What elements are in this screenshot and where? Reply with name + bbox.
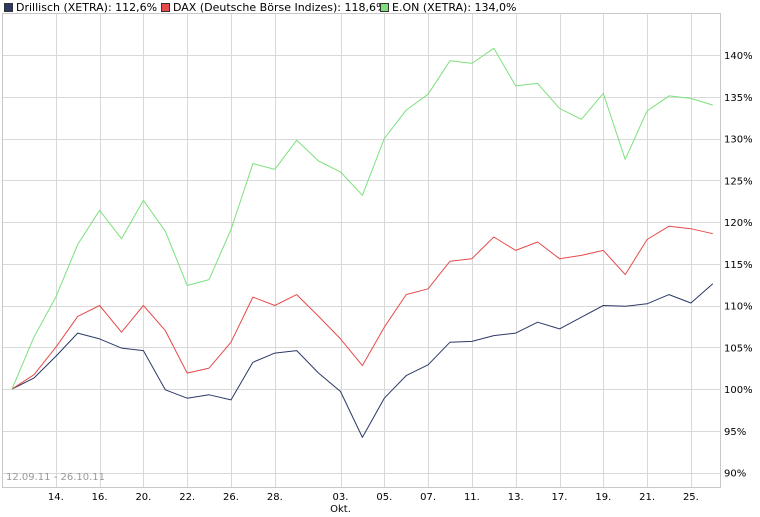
x-tick-label-7: 05. [376,492,392,503]
y-tick-label-8: 130% [724,135,753,146]
x-tick-label-10: 13. [508,492,524,503]
y-axis-tick-labels: 90% 95% 100% 105% 110% 115% 120% 125% 130% 135% 14… [724,51,753,480]
legend-label-1: DAX (Deutsche Börse Indizes): 118,6% [173,1,386,14]
x-tick-label-3: 22. [179,492,195,503]
grid-lines [3,14,720,487]
legend: Drillisch (XETRA): 112,6% DAX (Deutsche B… [4,1,517,14]
legend-label-0: Drillisch (XETRA): 112,6% [16,1,157,14]
y-tick-label-1: 95% [724,427,746,438]
legend-swatch-0 [4,3,13,12]
x-tick-label-14: 25. [683,492,699,503]
x-axis-tick-labels: 14. 16. 20. 22. 26. 28. 03.Okt. 05. 07. 11. 13. 17.… [48,492,699,515]
plot-frame [2,13,721,488]
series-lines [11,47,714,438]
x-tick-label-12: 19. [595,492,611,503]
y-tick-label-4: 110% [724,302,753,313]
legend-label-2: E.ON (XETRA): 134,0% [392,1,517,14]
series-line-1 [11,225,713,390]
x-tick-label-2: 20. [135,492,151,503]
y-tick-label-6: 120% [724,218,753,229]
legend-swatch-1 [161,3,170,12]
x-tick-label-1: 16. [92,492,108,503]
y-tick-label-0: 90% [724,469,746,480]
x-tick-label-8: 07. [420,492,436,503]
x-tick-label-9: 11. [464,492,480,503]
x-tick-label-0: 14. [48,492,64,503]
y-tick-label-10: 140% [724,51,753,62]
y-tick-label-3: 105% [724,343,753,354]
x-tick-sublabel-6: Okt. [330,504,351,515]
x-tick-label-11: 17. [552,492,568,503]
x-tick-label-4: 26. [223,492,239,503]
series-line-2 [11,47,713,390]
y-tick-label-9: 135% [724,93,753,104]
x-tick-label-5: 28. [267,492,283,503]
y-tick-label-5: 115% [724,260,753,271]
date-range-label: 12.09.11 - 26.10.11 [6,472,105,483]
legend-swatch-2 [380,3,389,12]
x-tick-label-13: 21. [639,492,655,503]
y-tick-label-7: 125% [724,176,753,187]
x-tick-label-6: 03. [333,492,349,503]
y-tick-label-2: 100% [724,385,753,396]
series-line-0 [11,283,714,438]
